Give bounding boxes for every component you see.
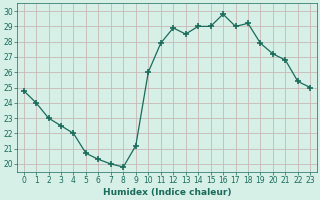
X-axis label: Humidex (Indice chaleur): Humidex (Indice chaleur)	[103, 188, 231, 197]
